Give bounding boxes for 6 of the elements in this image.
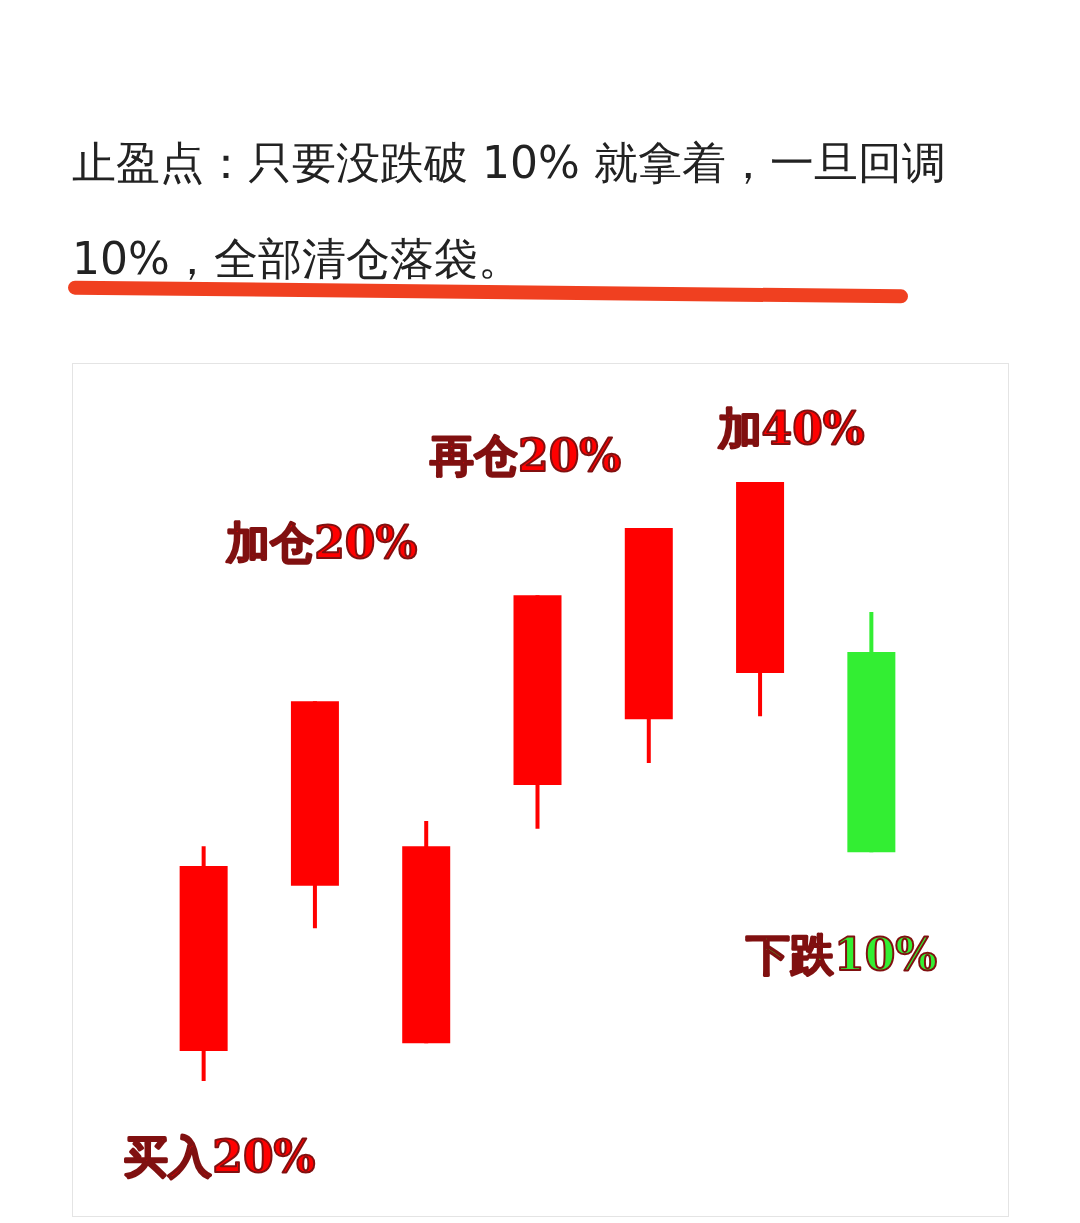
text: 买入20%	[124, 1131, 316, 1183]
annotation: 加仓20%	[224, 516, 418, 568]
text: 加40%	[715, 402, 865, 454]
annotation: 下跌10%	[746, 929, 938, 981]
chart-title: 止盈点：只要没跌破 10% 就拿着，一旦回调 10%，全部清仓落袋。	[72, 136, 947, 286]
text: 再仓20%	[429, 429, 622, 481]
